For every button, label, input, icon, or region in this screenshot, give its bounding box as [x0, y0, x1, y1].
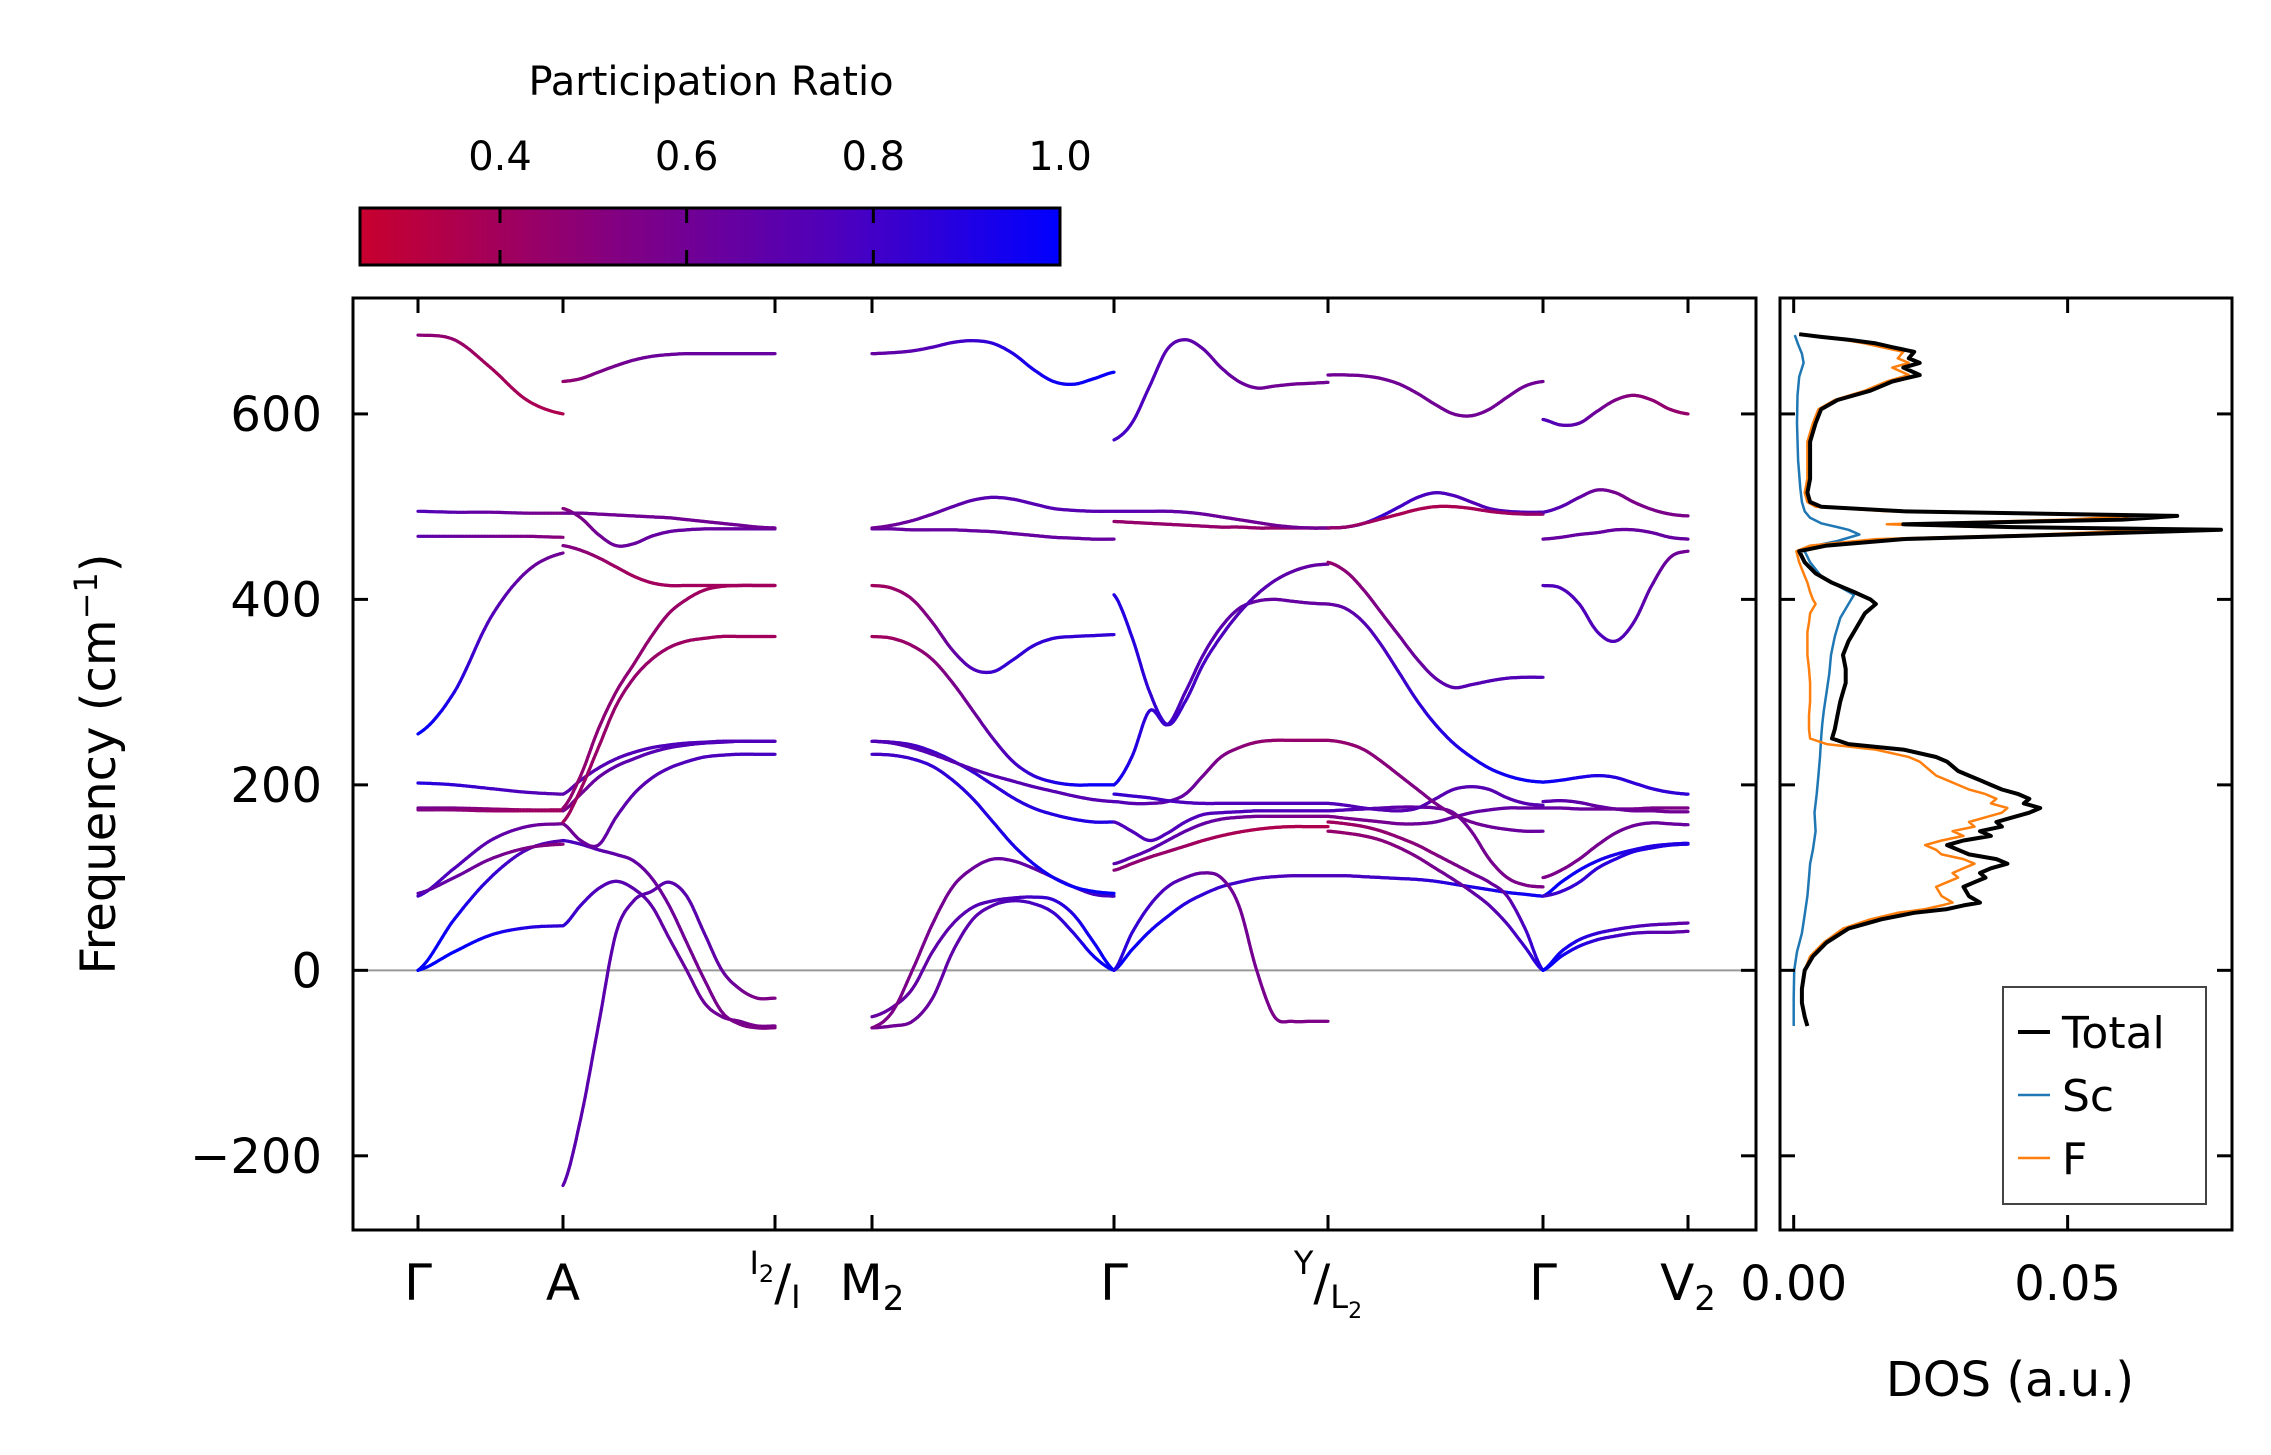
high-symmetry-ticks	[416, 298, 1690, 1230]
band-line	[561, 511, 777, 530]
colorbar-tick-label: 0.8	[842, 134, 906, 180]
band-segment-Γ-Y	[1112, 338, 1330, 1024]
band-line	[870, 739, 1116, 824]
band-line	[416, 842, 565, 896]
colorbar-ticks: 0.4 0.6 0.8 1.0	[468, 134, 1092, 265]
band-line	[870, 895, 1116, 1019]
band-line	[416, 333, 565, 416]
band-line	[870, 583, 1116, 675]
phonon-bands	[416, 333, 1690, 1188]
band-point	[558, 551, 565, 556]
band-line	[416, 781, 565, 796]
colorbar-tick-label: 0.4	[468, 134, 532, 180]
band-line	[416, 924, 565, 972]
band-line	[561, 583, 777, 810]
colorbar-gradient	[358, 206, 1062, 267]
band-line	[561, 543, 777, 588]
band-segment-Γ-A	[416, 333, 565, 972]
band-line	[1112, 738, 1330, 806]
band-line	[870, 339, 1116, 386]
band-line	[416, 534, 565, 539]
band-point	[558, 411, 565, 416]
band-line	[870, 739, 1116, 804]
colorbar-tick-label: 0.6	[655, 134, 719, 180]
band-line	[870, 527, 1116, 541]
band-line	[870, 495, 1116, 530]
colorbar: Participation Ratio 0.4 0.6 0.8 1.0	[358, 59, 1092, 267]
band-segment-M2-Γ	[870, 339, 1116, 1030]
band-line	[561, 352, 777, 384]
band-segment-A-I2	[561, 352, 777, 1188]
band-line	[416, 509, 565, 515]
band-line	[416, 551, 565, 736]
band-line	[1112, 824, 1330, 872]
colorbar-title: Participation Ratio	[528, 59, 893, 105]
band-line	[561, 634, 777, 824]
band-line	[1112, 871, 1330, 1024]
colorbar-tick-label: 1.0	[1028, 134, 1092, 180]
band-line	[1112, 874, 1330, 972]
band-line	[870, 634, 1116, 787]
band-line	[561, 880, 777, 1188]
band-line	[416, 808, 565, 813]
band-line	[561, 838, 777, 1030]
band-line	[561, 879, 777, 1028]
band-line	[561, 752, 777, 849]
band-line	[870, 856, 1116, 1030]
band-line	[561, 739, 777, 813]
